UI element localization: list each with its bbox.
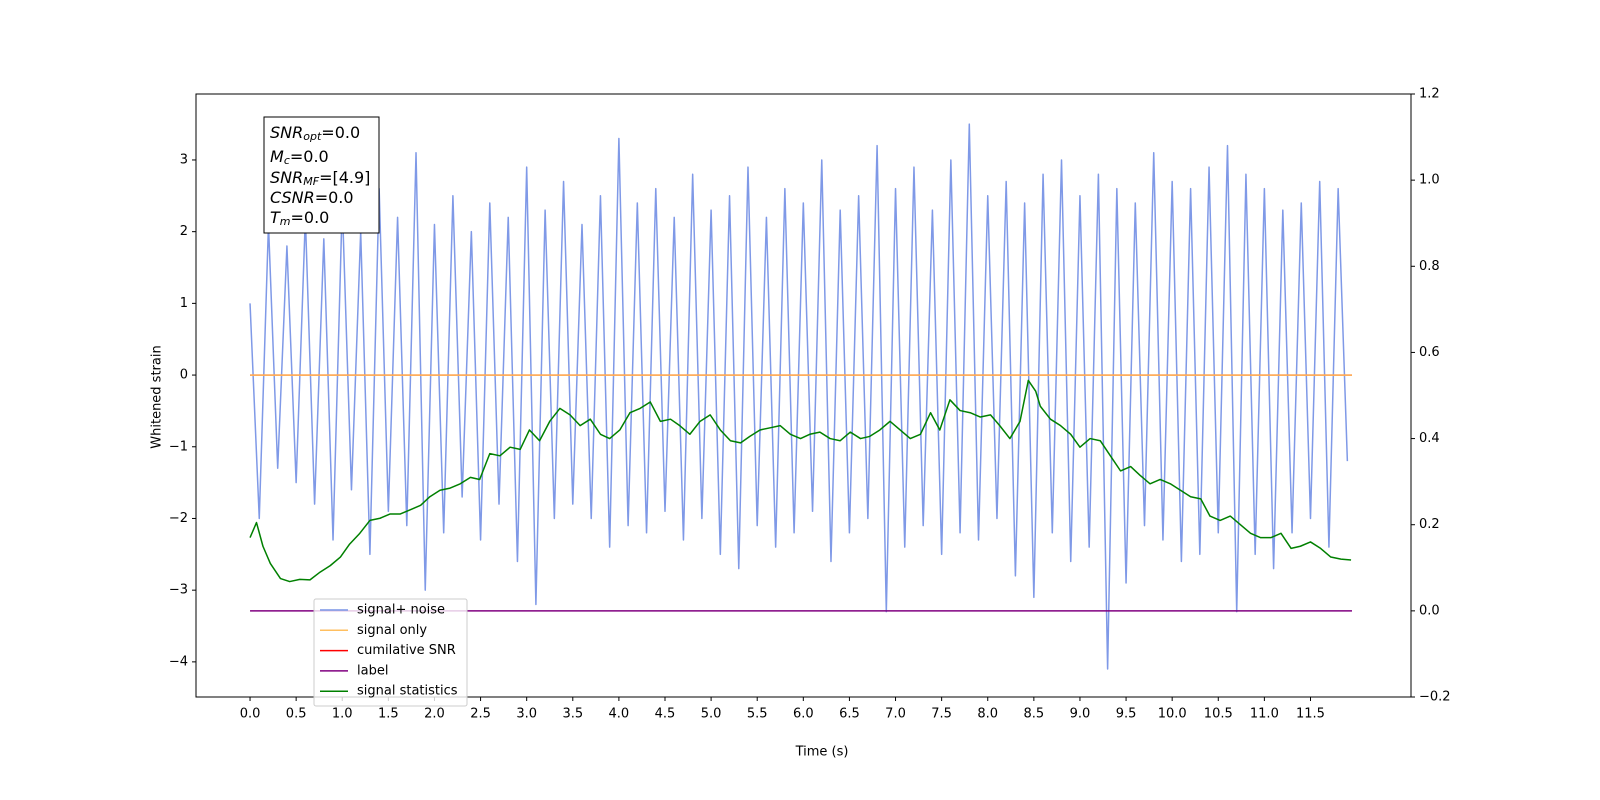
y2-tick-label: 0.6 [1419, 345, 1440, 360]
legend-label: label [357, 663, 388, 678]
x-tick-label: 11.5 [1296, 707, 1325, 722]
annotation-value: =[4.9] [319, 168, 370, 187]
legend-label: cumilative SNR [357, 643, 456, 658]
y2-tick-label: 0.4 [1419, 431, 1440, 446]
annotation-value: =0.0 [315, 188, 354, 207]
annotation-text: Mc=0.0 [270, 147, 329, 168]
annotation-symbol: SNR [270, 123, 303, 142]
annotation-value: =0.0 [321, 123, 360, 142]
annotation-symbol: M [270, 147, 284, 166]
y2-tick-label: 0.0 [1419, 603, 1440, 618]
y2-tick-label: 0.8 [1419, 259, 1440, 274]
x-tick-label: 4.0 [609, 707, 630, 722]
legend-label: signal statistics [357, 684, 458, 699]
y2-tick-label: 1.0 [1419, 173, 1440, 188]
annotation-subscript: c [284, 154, 290, 167]
x-tick-label: 2.0 [424, 707, 445, 722]
x-tick-label: 7.0 [885, 707, 906, 722]
series-line [249, 123, 1349, 670]
x-tick-label: 10.0 [1158, 707, 1187, 722]
x-tick-label: 9.0 [1070, 707, 1091, 722]
annotation-text: Tm=0.0 [270, 208, 329, 229]
y2-tick-label: 1.2 [1419, 87, 1440, 102]
y-tick-label: −2 [169, 511, 188, 526]
x-axis-label: Time (s) [795, 745, 849, 760]
x-tick-label: 5.5 [747, 707, 768, 722]
x-tick-label: 1.5 [378, 707, 399, 722]
y-tick-label: −4 [169, 654, 188, 669]
y2-tick-label: 0.2 [1419, 517, 1440, 532]
x-tick-label: 10.5 [1204, 707, 1233, 722]
annotation-symbol: SNR [270, 168, 303, 187]
x-tick-label: 3.0 [516, 707, 537, 722]
legend-label: signal only [357, 623, 427, 638]
legend-label: signal+ noise [357, 603, 445, 618]
annotation-subscript: MF [303, 175, 319, 188]
x-tick-label: 6.0 [793, 707, 814, 722]
y-tick-label: −3 [169, 583, 188, 598]
x-tick-label: 8.5 [1024, 707, 1045, 722]
x-tick-label: 0.0 [240, 707, 261, 722]
y-tick-label: 3 [180, 152, 188, 167]
legend-box [313, 598, 468, 707]
x-tick-label: 1.0 [332, 707, 353, 722]
x-tick-label: 4.5 [655, 707, 676, 722]
x-tick-label: 7.5 [931, 707, 952, 722]
x-tick-label: 6.5 [839, 707, 860, 722]
annotation-value: =0.0 [290, 147, 329, 166]
annotation-symbol: CSNR [270, 188, 315, 207]
annotation-box [263, 116, 380, 234]
y-tick-label: 0 [180, 368, 188, 383]
x-tick-label: 0.5 [286, 707, 307, 722]
x-tick-label: 8.0 [977, 707, 998, 722]
y-tick-label: −1 [169, 439, 188, 454]
y-tick-label: 2 [180, 224, 188, 239]
series-line [249, 379, 1352, 583]
annotation-subscript: opt [303, 130, 322, 143]
annotation-text: CSNR=0.0 [270, 188, 354, 207]
annotation-subscript: m [280, 215, 291, 228]
annotation-symbol: T [270, 208, 281, 227]
y-axis-label: Whitened strain [150, 345, 165, 448]
plot-frame [195, 93, 1412, 698]
annotation-text: SNRopt=0.0 [270, 123, 360, 144]
annotation-text: SNRMF=[4.9] [270, 168, 370, 189]
x-tick-label: 11.0 [1250, 707, 1279, 722]
y2-tick-label: −0.2 [1419, 690, 1451, 705]
x-tick-label: 2.5 [470, 707, 491, 722]
annotation-value: =0.0 [291, 208, 330, 227]
x-tick-label: 3.5 [562, 707, 583, 722]
x-tick-label: 5.0 [701, 707, 722, 722]
x-tick-label: 9.5 [1116, 707, 1137, 722]
y-tick-label: 1 [180, 296, 188, 311]
